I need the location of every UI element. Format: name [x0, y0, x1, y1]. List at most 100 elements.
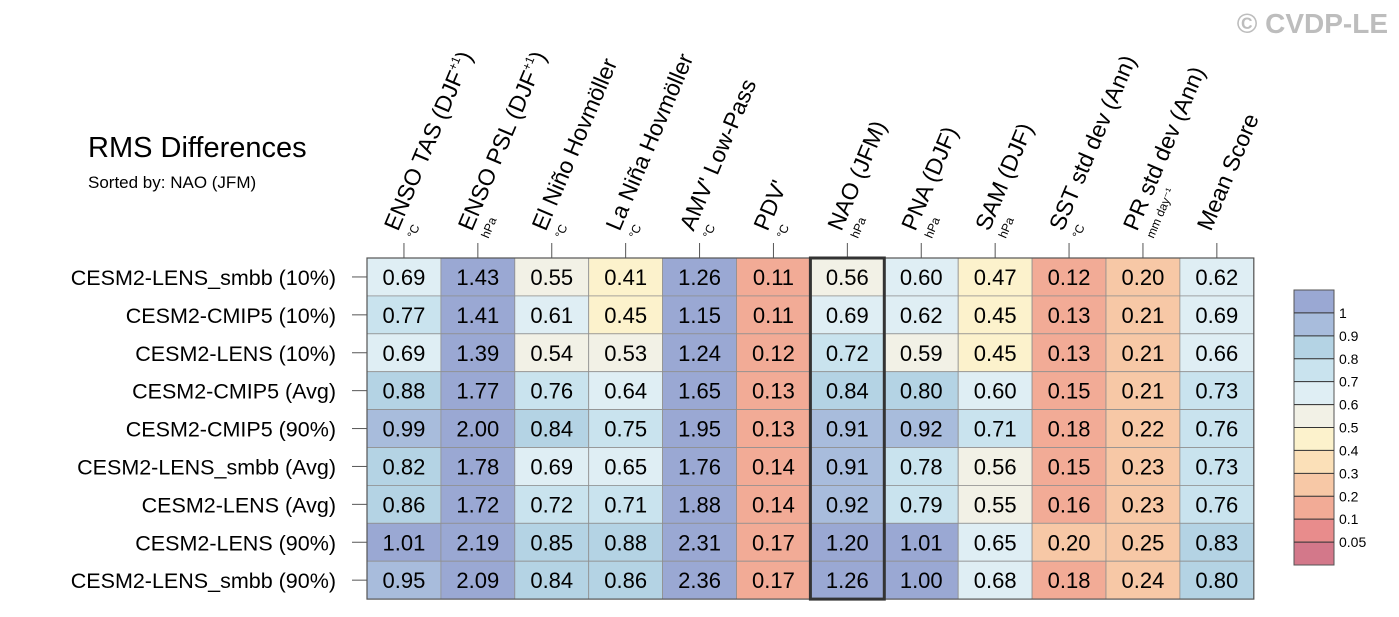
colorbar-label: 0.9	[1339, 328, 1359, 344]
chart-title: RMS Differences	[88, 132, 307, 164]
heatmap-cell	[810, 484, 885, 524]
cell-value-label: 0.24	[1122, 568, 1165, 593]
colorbar-swatch	[1293, 541, 1335, 566]
cell-value-label: 0.65	[974, 530, 1017, 555]
heatmap-cell	[662, 560, 737, 600]
heatmap-cell	[1179, 409, 1255, 448]
colorbar-label: 0.8	[1339, 351, 1359, 367]
heatmap-cell	[514, 333, 590, 373]
row-label: CESM2-LENS (Avg)	[142, 493, 336, 517]
colorbar-swatch	[1293, 289, 1335, 314]
heatmap-cell	[957, 447, 1033, 486]
cell-value-label: 0.20	[1048, 530, 1091, 555]
row-label: CESM2-CMIP5 (90%)	[126, 418, 336, 442]
heatmap-cell	[957, 333, 1033, 373]
column-header: PNA (DJF)hPa	[896, 123, 963, 241]
column-header: SAM (DJF)hPa	[970, 119, 1038, 240]
cell-value-label: 0.75	[604, 417, 647, 442]
cell-value-label: 1.72	[456, 492, 499, 517]
cell-value-label: 0.56	[974, 454, 1017, 479]
cell-value-label: 1.88	[678, 492, 721, 517]
colorbar-swatch	[1293, 335, 1335, 360]
cell-value-label: 0.65	[604, 454, 647, 479]
heatmap-cell	[440, 371, 516, 411]
cell-value-label: 0.80	[900, 379, 943, 404]
cell-value-label: 0.78	[900, 454, 943, 479]
column-unit-label: °C	[1069, 222, 1087, 240]
cell-value-label: 2.09	[456, 568, 499, 593]
heatmap-cell	[1179, 522, 1255, 562]
cell-value-label: 0.53	[604, 341, 647, 366]
heatmap-cell	[1031, 522, 1107, 562]
column-unit-label: °C	[700, 222, 718, 240]
heatmap-cell	[366, 484, 442, 524]
heatmap-cell	[366, 522, 442, 562]
colorbar-label: 0.1	[1339, 511, 1359, 527]
cell-value-label: 0.88	[604, 530, 647, 555]
cell-value-label: 1.95	[678, 417, 721, 442]
cell-value-label: 0.59	[900, 341, 943, 366]
cell-value-label: 0.66	[1195, 341, 1238, 366]
row-labels: CESM2-LENS_smbb (10%) CESM2-CMIP5 (10%) CE…	[71, 266, 367, 593]
cell-value-label: 0.84	[530, 417, 573, 442]
cell-value-label: 0.11	[753, 265, 794, 290]
cell-value-label: 1.78	[456, 454, 499, 479]
cell-value-label: 0.23	[1122, 492, 1165, 517]
colorbar-label: 1	[1339, 305, 1347, 321]
cell-value-label: 0.56	[826, 265, 869, 290]
cell-value-label: 1.26	[678, 265, 721, 290]
cell-value-label: 0.62	[1195, 265, 1238, 290]
heatmap-cell	[588, 333, 664, 373]
cell-value-label: 0.60	[974, 379, 1017, 404]
cell-value-label: 0.45	[974, 303, 1017, 328]
cell-value-label: 0.18	[1048, 417, 1091, 442]
heatmap-cell	[883, 409, 959, 448]
cell-value-label: 1.24	[678, 341, 721, 366]
heatmap-cell	[810, 447, 885, 486]
column-headers: ENSO TAS (DJF+1)°C ENSO PSL (DJF+1)hPa El …	[379, 47, 1264, 258]
colorbar-label: 0.5	[1339, 420, 1359, 436]
cell-value-label: 0.25	[1122, 530, 1165, 555]
heatmap-cell	[810, 371, 885, 411]
colorbar-swatch	[1293, 381, 1335, 405]
colorbar-label: 0.6	[1339, 397, 1359, 413]
cell-value-label: 0.86	[604, 568, 647, 593]
cell-value-label: 0.17	[752, 568, 795, 593]
heatmap-cell	[1105, 409, 1181, 448]
heatmap-cell	[736, 333, 811, 373]
heatmap-cell	[662, 522, 737, 562]
cell-value-label: 1.01	[383, 530, 426, 555]
heatmap-cell	[1031, 257, 1107, 297]
heatmap-cell	[662, 295, 737, 335]
heatmap-cell	[514, 447, 590, 486]
cell-value-label: 0.11	[753, 303, 794, 328]
cell-value-label: 0.71	[604, 492, 647, 517]
cell-value-label: 0.69	[383, 265, 426, 290]
cell-value-label: 0.17	[752, 530, 795, 555]
cell-value-label: 0.15	[1048, 379, 1091, 404]
cell-value-label: 0.76	[530, 379, 573, 404]
cell-value-label: 0.76	[1195, 417, 1238, 442]
column-header-label: AMV' Low-Pass	[674, 75, 761, 234]
heatmap-cell	[883, 333, 959, 373]
cell-value-label: 0.62	[900, 303, 943, 328]
heatmap-cell	[1031, 484, 1107, 524]
cell-value-label: 0.45	[974, 341, 1017, 366]
heatmap-cell	[957, 295, 1033, 335]
cell-value-label: 0.69	[1195, 303, 1238, 328]
cell-value-label: 0.55	[530, 265, 573, 290]
heatmap-cell	[736, 447, 811, 486]
cell-value-label: 0.71	[974, 417, 1017, 442]
cell-value-label: 0.69	[383, 341, 426, 366]
colorbar-swatch	[1293, 450, 1335, 474]
heatmap-cell	[1031, 560, 1107, 600]
column-unit-label: °C	[404, 222, 422, 240]
cell-value-label: 0.13	[1048, 341, 1091, 366]
cell-value-label: 2.31	[678, 530, 721, 555]
row-label: CESM2-CMIP5 (Avg)	[132, 380, 336, 404]
heatmap-cell	[588, 409, 664, 448]
colorbar-swatch	[1293, 404, 1335, 428]
heatmap-cell	[440, 560, 516, 600]
cell-value-label: 2.36	[678, 568, 721, 593]
